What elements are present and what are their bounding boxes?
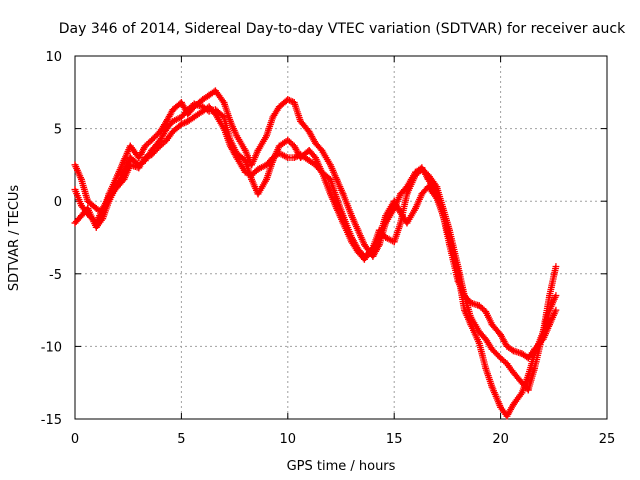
x-tick-label: 15	[386, 432, 403, 447]
y-tick-label: -10	[41, 340, 62, 355]
series-marker-trail	[71, 87, 559, 420]
y-axis-label: SDTVAR / TECUs	[7, 185, 22, 292]
y-tick-label: 10	[45, 50, 62, 65]
data-points	[71, 87, 560, 420]
x-tick-label: 0	[71, 432, 79, 447]
y-tick-label: -15	[41, 413, 62, 428]
series-marker-trail	[71, 100, 559, 394]
series-2	[71, 100, 560, 394]
series-0	[71, 87, 560, 420]
x-tick-label: 5	[177, 432, 185, 447]
y-tick-label: 5	[54, 123, 62, 138]
x-tick-label: 10	[280, 432, 297, 447]
x-tick-label: 20	[492, 432, 509, 447]
y-tick-label: -5	[49, 268, 62, 283]
y-tick-labels: 10 5 0 -5 -10 -15	[41, 50, 62, 428]
axis-ticks	[74, 55, 608, 420]
chart-title: Day 346 of 2014, Sidereal Day-to-day VTE…	[59, 21, 626, 37]
x-tick-labels: 0 5 10 15 20 25	[71, 432, 615, 447]
x-tick-label: 25	[599, 432, 616, 447]
x-axis-label: GPS time / hours	[287, 459, 396, 474]
plot-frame	[74, 55, 608, 420]
y-tick-label: 0	[54, 195, 62, 210]
grid-lines	[75, 56, 607, 419]
